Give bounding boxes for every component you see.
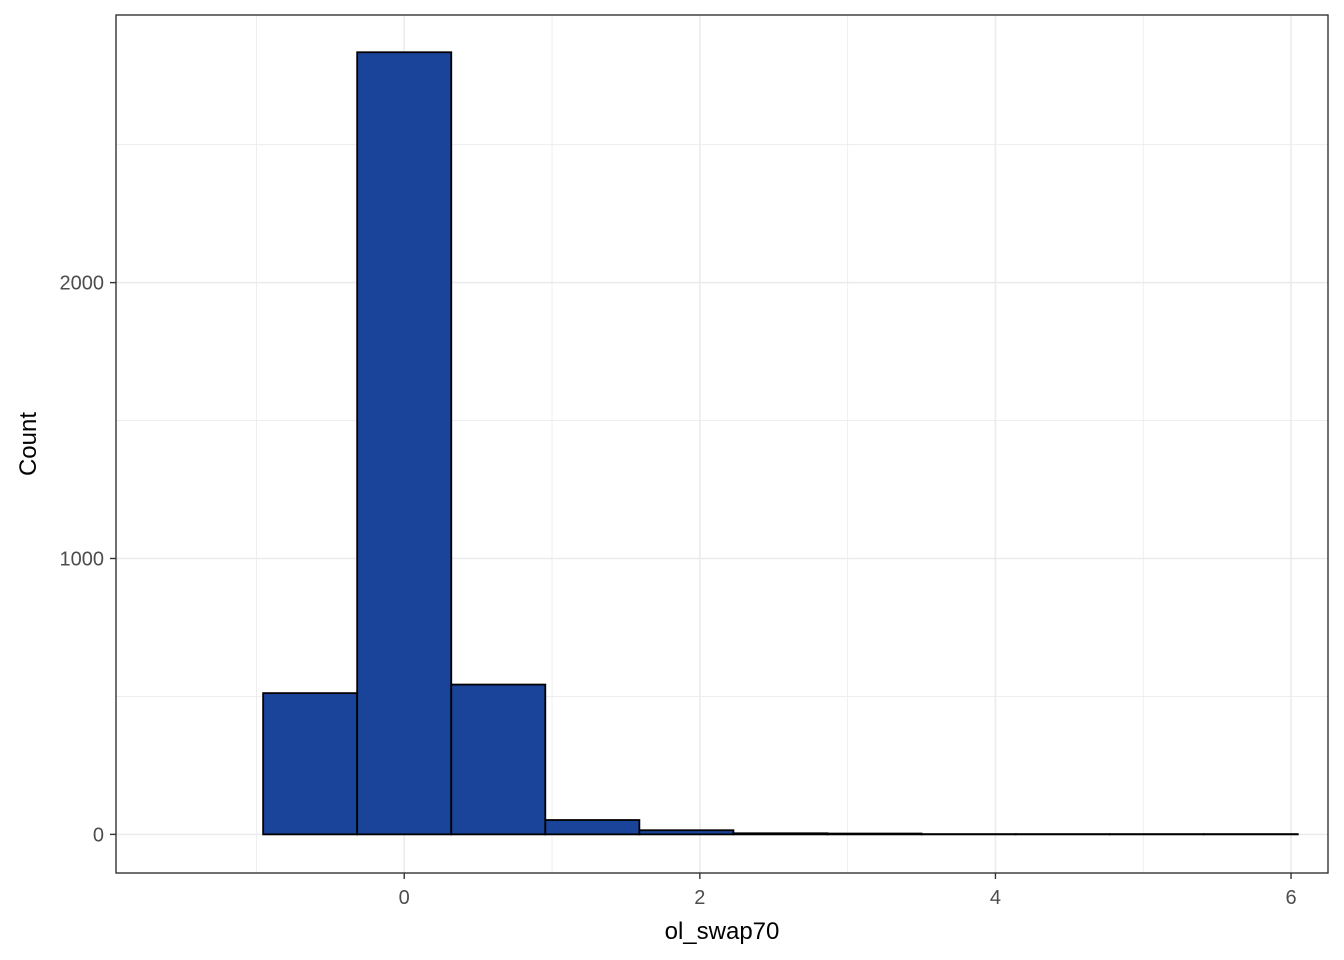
histogram-bar [262, 692, 359, 836]
histogram-bars [262, 51, 1299, 836]
histogram-bar [732, 832, 829, 836]
y-tick-label: 0 [93, 824, 104, 846]
x-tick-label: 0 [399, 887, 410, 909]
y-tick-label: 1000 [60, 548, 105, 570]
y-tick-label: 2000 [60, 273, 105, 295]
x-axis-title: ol_swap70 [665, 918, 780, 945]
histogram-bar [826, 832, 923, 836]
histogram-bar [638, 829, 735, 836]
histogram-bar [544, 819, 641, 836]
y-axis-ticks: 0 1000 2000 [60, 273, 116, 846]
x-tick-label: 4 [990, 887, 1001, 909]
panel-border [115, 14, 1329, 874]
x-tick-label: 2 [694, 887, 705, 909]
histogram-bar [356, 51, 453, 836]
x-axis-ticks: 0 2 4 6 [399, 873, 1297, 909]
x-tick-label: 6 [1285, 887, 1296, 909]
histogram-bar [450, 683, 547, 836]
y-axis-title: Count [15, 412, 42, 476]
